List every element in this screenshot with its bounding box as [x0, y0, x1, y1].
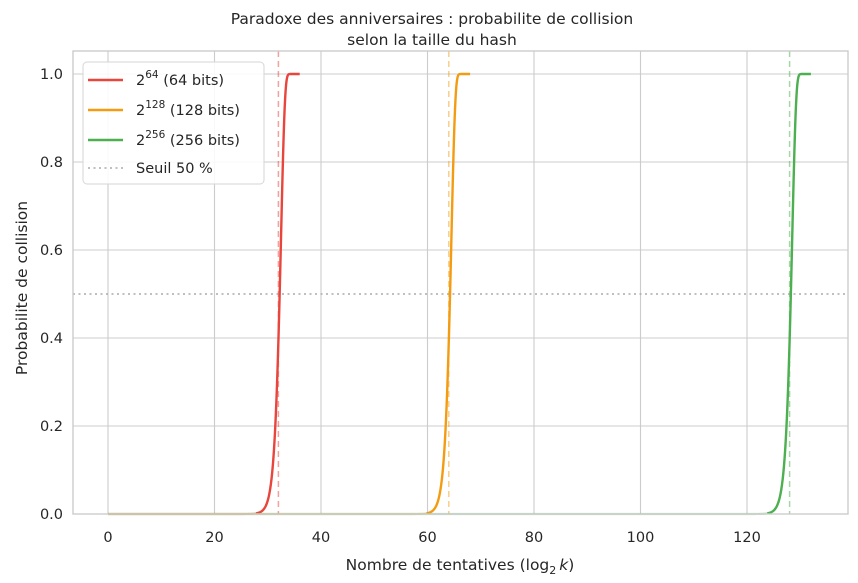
x-tick-label: 120 — [733, 530, 761, 546]
legend-label: 264 (64 bits) — [136, 69, 224, 89]
chart-title-line-2: selon la taille du hash — [347, 31, 517, 49]
x-axis-ticks: 0 20 40 60 80 100 120 — [103, 530, 760, 546]
y-tick-label: 0.8 — [40, 155, 63, 171]
x-tick-label: 40 — [312, 530, 330, 546]
x-axis-label-prefix: Nombre de tentatives (log — [346, 556, 550, 574]
legend-label: 2256 (256 bits) — [136, 129, 240, 149]
series-line-64-bits — [255, 72, 301, 515]
legend-label: Seuil 50 % — [136, 161, 213, 177]
legend-box — [82, 61, 265, 185]
legend-item-threshold: Seuil 50 % — [88, 161, 213, 177]
y-tick-label: 0.0 — [40, 507, 63, 523]
x-tick-label: 100 — [627, 530, 655, 546]
reference-vlines — [277, 51, 791, 514]
y-axis-label: Probabilite de collision — [13, 201, 31, 375]
legend-item-128-bits: 2128 (128 bits) — [88, 99, 240, 119]
x-tick-label: 20 — [205, 530, 223, 546]
y-tick-label: 0.6 — [40, 243, 63, 259]
legend-label: 2128 (128 bits) — [136, 99, 240, 119]
legend-item-256-bits: 2256 (256 bits) — [88, 129, 240, 149]
y-tick-label: 1.0 — [40, 67, 63, 83]
y-tick-label: 0.2 — [40, 419, 63, 435]
series-line-256-bits — [766, 72, 812, 515]
x-axis-label-subscript: 2 — [549, 564, 556, 577]
chart-title-line-1: Paradoxe des anniversaires : probabilite… — [231, 10, 633, 28]
y-tick-label: 0.4 — [40, 331, 63, 347]
plot-area-frame — [72, 50, 849, 515]
x-tick-label: 0 — [103, 530, 112, 546]
legend: 264 (64 bits) 2128 (128 bits) 2256 (256 bi… — [82, 61, 265, 185]
x-axis-label-var: k — [559, 556, 569, 574]
chart-title: Paradoxe des anniversaires : probabilite… — [231, 10, 633, 49]
y-axis-ticks: 0.0 0.2 0.4 0.6 0.8 1.0 — [40, 67, 63, 523]
x-tick-label: 80 — [525, 530, 543, 546]
series-line-128-bits — [425, 72, 472, 515]
legend-item-64-bits: 264 (64 bits) — [88, 69, 224, 89]
x-tick-label: 60 — [418, 530, 436, 546]
x-axis-label: Nombre de tentatives (log2 k) — [346, 556, 575, 577]
x-axis-label-suffix: ) — [568, 556, 574, 574]
